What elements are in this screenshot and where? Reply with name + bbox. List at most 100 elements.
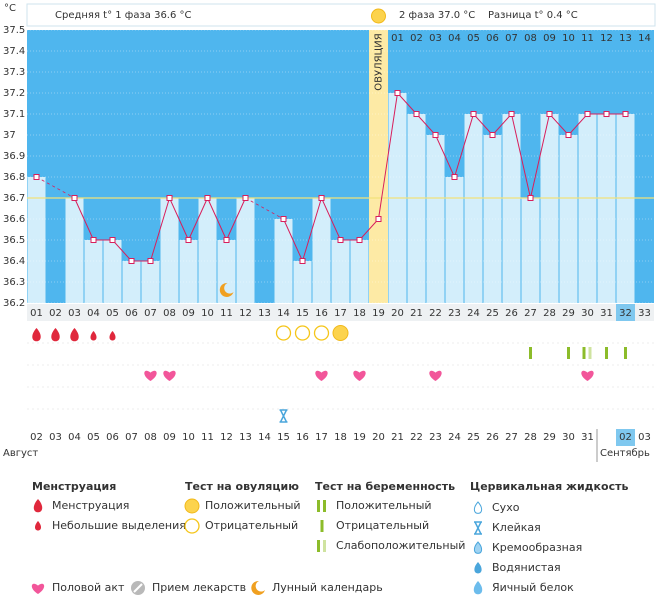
phase2-day-label: 05 xyxy=(467,33,480,44)
today-highlight xyxy=(616,304,635,321)
temperature-point xyxy=(185,237,192,243)
day-label: 06 xyxy=(125,308,138,319)
legend-icon xyxy=(474,562,482,574)
legend-label: Лунный календарь xyxy=(272,581,383,594)
temperature-bar xyxy=(312,198,331,303)
temperature-bar xyxy=(122,261,141,303)
date-label: 28 xyxy=(524,432,537,443)
day-label: 28 xyxy=(543,308,556,319)
legend-icon xyxy=(474,521,482,535)
intercourse xyxy=(315,370,328,381)
temperature-point xyxy=(90,237,97,243)
y-tick-label: 36.3 xyxy=(3,277,25,288)
day-label: 32 xyxy=(619,308,632,319)
temperature-point xyxy=(508,111,515,117)
temperature-point xyxy=(584,111,591,117)
day-label: 33 xyxy=(638,308,651,319)
date-label: 03 xyxy=(49,432,62,443)
y-tick-label: 37 xyxy=(3,130,16,141)
legend-label: Отрицательный xyxy=(336,519,429,532)
y-tick-label: 37.2 xyxy=(3,88,25,99)
legend-icon xyxy=(473,541,483,554)
legend-icon xyxy=(33,499,43,513)
date-label: 12 xyxy=(220,432,233,443)
temperature-point xyxy=(451,174,458,180)
legend-label: Прием лекарств xyxy=(152,581,246,594)
temperature-bar xyxy=(141,261,160,303)
y-tick-label: 36.6 xyxy=(3,214,25,225)
y-tick-label: 37.4 xyxy=(3,46,25,57)
phase2-day-label: 13 xyxy=(619,33,632,44)
date-label: 04 xyxy=(68,432,81,443)
temperature-bar xyxy=(559,135,578,303)
temperature-bar xyxy=(350,240,369,303)
date-label: 02 xyxy=(619,432,632,443)
temperature-bar xyxy=(426,135,445,303)
day-label: 03 xyxy=(68,308,81,319)
ovulation-column xyxy=(369,30,388,303)
date-label: 10 xyxy=(182,432,195,443)
day-label: 09 xyxy=(182,308,195,319)
temperature-bar xyxy=(597,114,616,303)
temperature-point xyxy=(470,111,477,117)
day-label: 17 xyxy=(334,308,347,319)
intercourse xyxy=(429,370,442,381)
legend-label: Половой акт xyxy=(52,581,125,594)
temperature-point xyxy=(603,111,610,117)
phase2-average: 2 фаза 37.0 °C xyxy=(399,10,475,21)
date-row xyxy=(27,429,654,446)
temperature-point xyxy=(337,237,344,243)
test-strip xyxy=(582,347,586,359)
day-label: 16 xyxy=(315,308,328,319)
legend-label: Положительный xyxy=(336,499,432,512)
phase2-day-label: 07 xyxy=(505,33,518,44)
temperature-bar xyxy=(578,114,597,303)
legend-icon xyxy=(317,540,320,552)
temperature-bar xyxy=(179,240,198,303)
temperature-point xyxy=(204,195,211,201)
y-tick-label: 36.5 xyxy=(3,235,25,246)
legend-label: Яичный белок xyxy=(492,581,574,594)
temperature-bar xyxy=(103,240,122,303)
temperature-point xyxy=(109,237,116,243)
date-label: 29 xyxy=(543,432,556,443)
legend-title: Менструация xyxy=(32,480,116,493)
temperature-bar xyxy=(407,114,426,303)
date-label: 07 xyxy=(125,432,138,443)
day-label: 04 xyxy=(87,308,100,319)
temperature-point xyxy=(223,237,230,243)
phase2-day-label: 06 xyxy=(486,33,499,44)
date-label: 27 xyxy=(505,432,518,443)
temperature-point xyxy=(622,111,629,117)
legend-icon xyxy=(34,521,42,531)
phase2-day-label: 01 xyxy=(391,33,404,44)
legend-label: Менструация xyxy=(52,499,129,512)
temperature-bar xyxy=(616,114,635,303)
date-label: 03 xyxy=(638,432,651,443)
temperature-point xyxy=(299,258,306,264)
legend-label: Кремообразная xyxy=(492,541,582,554)
month-label: Сентябрь xyxy=(600,448,650,459)
temperature-bar xyxy=(502,114,521,303)
date-label: 20 xyxy=(372,432,385,443)
day-label: 31 xyxy=(600,308,613,319)
legend-label: Клейкая xyxy=(492,521,541,534)
temperature-point xyxy=(318,195,325,201)
temperature-point xyxy=(33,174,40,180)
y-tick-label: 37.5 xyxy=(3,25,25,36)
day-label: 14 xyxy=(277,308,290,319)
day-label: 10 xyxy=(201,308,214,319)
pregnancy-test-weak xyxy=(582,347,592,359)
temperature-point xyxy=(432,132,439,138)
ovulation-label: ОВУЛЯЦИЯ xyxy=(374,33,385,91)
menstruation-light xyxy=(90,331,97,341)
date-label: 15 xyxy=(277,432,290,443)
date-label: 31 xyxy=(581,432,594,443)
legend-label: Положительный xyxy=(205,499,301,512)
y-tick-label: 36.8 xyxy=(3,172,25,183)
date-label: 13 xyxy=(239,432,252,443)
intercourse xyxy=(163,370,176,381)
phase2-day-label: 11 xyxy=(581,33,594,44)
date-label: 05 xyxy=(87,432,100,443)
